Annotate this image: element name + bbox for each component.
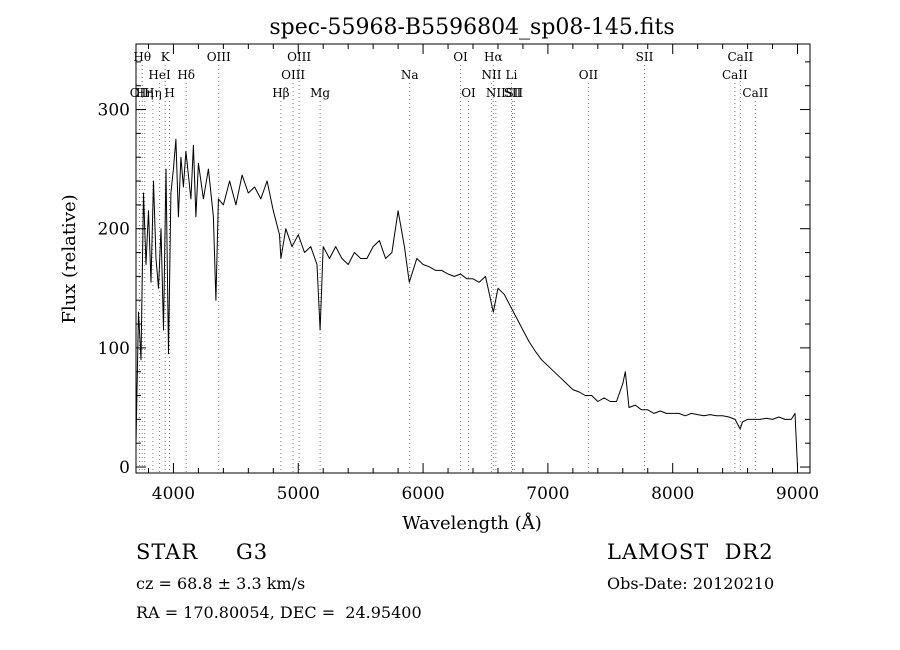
line-id-label: OIII [207, 50, 231, 64]
object-class: STAR [136, 540, 199, 564]
line-id-label: CaII [727, 50, 753, 64]
line-id-label: OIII [287, 50, 311, 64]
line-id-label: Hα [484, 50, 503, 64]
x-tick-label: 8000 [651, 484, 694, 504]
line-id-label: Hβ [272, 86, 289, 100]
line-id-label: HeI [148, 68, 171, 82]
line-id-label: SII [505, 86, 523, 100]
axes-layer: 4000 5000 6000 7000 8000 9000 0 100 200 300 [98, 43, 819, 504]
x-tick-label: 6000 [401, 484, 444, 504]
line-id-label: Hη [144, 86, 162, 100]
y-tick-label: 100 [98, 339, 130, 359]
x-tick-label: 4000 [152, 484, 195, 504]
chart-title: spec-55968-B5596804_sp08-145.fits [269, 15, 674, 40]
line-id-label: Li [506, 68, 518, 82]
line-id-label: NII [481, 68, 501, 82]
line-id-label: SII [504, 86, 522, 100]
line-id-label: SII [636, 50, 654, 64]
line-id-label: Hη [136, 86, 154, 100]
plot-frame [135, 43, 811, 474]
line-id-label: Na [401, 68, 419, 82]
x-tick-label: 7000 [526, 484, 569, 504]
x-tick-label: 5000 [277, 484, 320, 504]
spectrum-line [135, 138, 798, 468]
line-id-label: H [164, 86, 174, 100]
line-id-label: Hθ [133, 50, 151, 64]
line-id-label: OIII [281, 68, 305, 82]
survey-name: LAMOST DR2 [607, 540, 774, 564]
x-tick-label: 9000 [776, 484, 819, 504]
line-id-label: Hδ [177, 68, 195, 82]
series-layer [135, 138, 798, 468]
line-id-label: CaII [722, 68, 748, 82]
line-id-label: OII [579, 68, 599, 82]
y-tick-label: 300 [98, 101, 130, 121]
line-id-label: K [161, 50, 171, 64]
line-id-label: Mg [310, 86, 330, 100]
line-id-label: CaII [742, 86, 768, 100]
y-tick-label: 200 [98, 220, 130, 240]
line-id-label: OI [461, 86, 476, 100]
line-id-label: NII [486, 86, 506, 100]
line-id-label: OII [130, 86, 150, 100]
redshift-velocity: cz = 68.8 ± 3.3 km/s [136, 574, 306, 593]
y-axis-label: Flux (relative) [59, 194, 80, 323]
observation-date: Obs-Date: 20120210 [607, 574, 775, 593]
object-subclass: G3 [236, 540, 269, 564]
line-id-label: OI [453, 50, 468, 64]
x-axis-label: Wavelength (Å) [402, 512, 542, 534]
y-tick-label: 0 [119, 458, 130, 478]
sky-coordinates: RA = 170.80054, DEC = 24.95400 [136, 603, 422, 622]
